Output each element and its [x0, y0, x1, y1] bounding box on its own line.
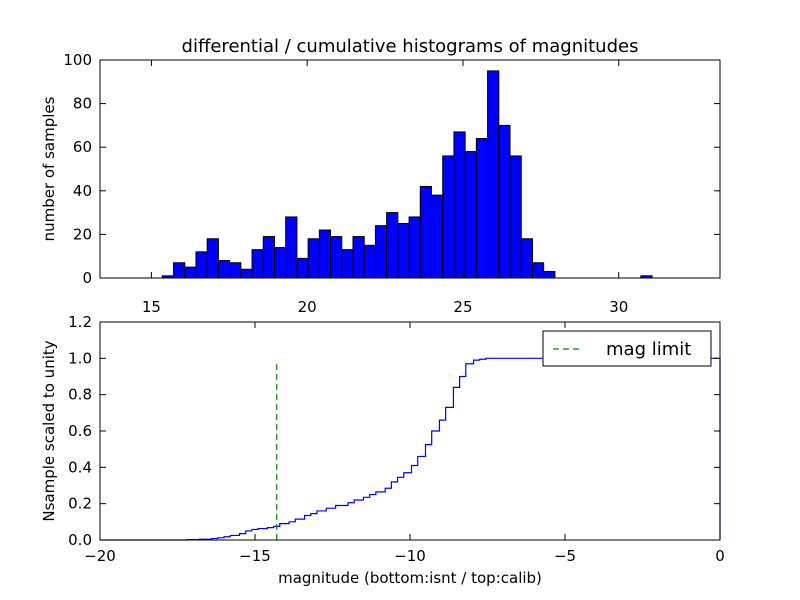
- histogram-bar-34: [543, 270, 556, 279]
- top-x-tick-label: 30: [609, 298, 628, 316]
- top-y-tick-label: 100: [63, 51, 92, 69]
- histogram-bar-23: [419, 185, 432, 279]
- histogram-bar-33: [531, 262, 545, 279]
- bottom-y-axis-label: Nsample scaled to unity: [40, 340, 58, 521]
- histogram-bar-6: [229, 262, 242, 279]
- bottom-y-tick-label: 0.6: [68, 422, 92, 440]
- top-x-tick-label: 20: [298, 298, 317, 316]
- bottom-y-tick-label: 0.2: [68, 495, 92, 513]
- histogram-bar-8: [251, 249, 264, 279]
- histogram-bar-21: [397, 223, 410, 279]
- histogram-bar-20: [386, 212, 399, 279]
- cumulative-series: [100, 357, 721, 541]
- histogram-bar-14: [318, 229, 332, 279]
- histogram-bar-24: [431, 194, 444, 279]
- bottom-x-tick-label: −20: [84, 547, 116, 565]
- histogram-bar-5: [217, 260, 231, 279]
- histogram-bar-31: [509, 155, 522, 279]
- bottom-x-tick-label: −10: [394, 547, 426, 565]
- histogram-bar-32: [520, 238, 533, 279]
- cumulative-step-line: [100, 357, 721, 541]
- bottom-x-axis-label: magnitude (bottom:isnt / top:calib): [278, 569, 542, 587]
- bottom-x-tick-label: −15: [239, 547, 271, 565]
- bottom-y-tick-label: 0.8: [68, 386, 92, 404]
- histogram-bar-28: [475, 137, 489, 279]
- bottom-y-tick-label: 1.0: [68, 349, 92, 367]
- top-x-tick-label: 15: [142, 298, 161, 316]
- histogram-bar-19: [374, 225, 388, 279]
- histogram-bar-30: [498, 124, 511, 279]
- histogram-bar-7: [240, 268, 253, 279]
- legend: mag limit: [542, 330, 712, 367]
- histogram-bar-2: [184, 266, 197, 279]
- top-y-tick-label: 60: [73, 138, 92, 156]
- histogram-bar-13: [307, 238, 320, 279]
- bottom-y-tick-label: 0.0: [68, 531, 92, 549]
- histogram-bar-15: [330, 236, 343, 279]
- top-x-tick-label: 25: [453, 298, 472, 316]
- top-histogram-panel: differential / cumulative histograms of …: [40, 36, 721, 316]
- histogram-bar-25: [442, 155, 455, 279]
- histogram-bar-9: [262, 236, 275, 279]
- top-y-tick-label: 20: [73, 225, 92, 243]
- top-plot-frame: [99, 59, 721, 279]
- histogram-bar-3: [195, 251, 208, 279]
- histogram-bar-27: [464, 151, 477, 279]
- histogram-bars: [161, 70, 653, 279]
- histogram-bar-1: [173, 262, 186, 279]
- histogram-bar-22: [408, 216, 421, 279]
- top-y-tick-label: 0: [82, 269, 92, 287]
- top-y-axis-label: number of samples: [40, 96, 58, 241]
- histogram-bar-10: [273, 246, 287, 279]
- histogram-bar-29: [487, 70, 500, 279]
- histogram-bar-17: [352, 236, 365, 279]
- bottom-axis-ticks: −20 −15 −10 −5 0 0.0 0.2 0.4 0.6 0.8 1.0 1.2: [68, 313, 725, 565]
- histogram-bar-26: [453, 131, 466, 279]
- histogram-bar-11: [285, 216, 298, 279]
- top-y-tick-label: 40: [73, 182, 92, 200]
- histogram-bar-4: [206, 238, 219, 279]
- top-y-tick-label: 80: [73, 95, 92, 113]
- top-chart-title: differential / cumulative histograms of …: [182, 36, 639, 57]
- bottom-x-tick-label: −5: [554, 547, 576, 565]
- bottom-y-tick-label: 0.4: [68, 458, 92, 476]
- histogram-bar-12: [296, 257, 309, 279]
- histogram-bar-16: [341, 249, 354, 279]
- bottom-y-tick-label: 1.2: [68, 313, 92, 331]
- histogram-bar-18: [363, 244, 376, 279]
- legend-mag-limit-label: mag limit: [606, 339, 691, 360]
- legend-box: [542, 330, 712, 367]
- top-axis-ticks: 15 20 25 30 0 20 40 60 80 100: [63, 51, 720, 316]
- bottom-x-tick-label: 0: [715, 547, 725, 565]
- bottom-cumulative-panel: −20 −15 −10 −5 0 0.0 0.2 0.4 0.6 0.8 1.0 1.2 Nsampl…: [40, 313, 725, 587]
